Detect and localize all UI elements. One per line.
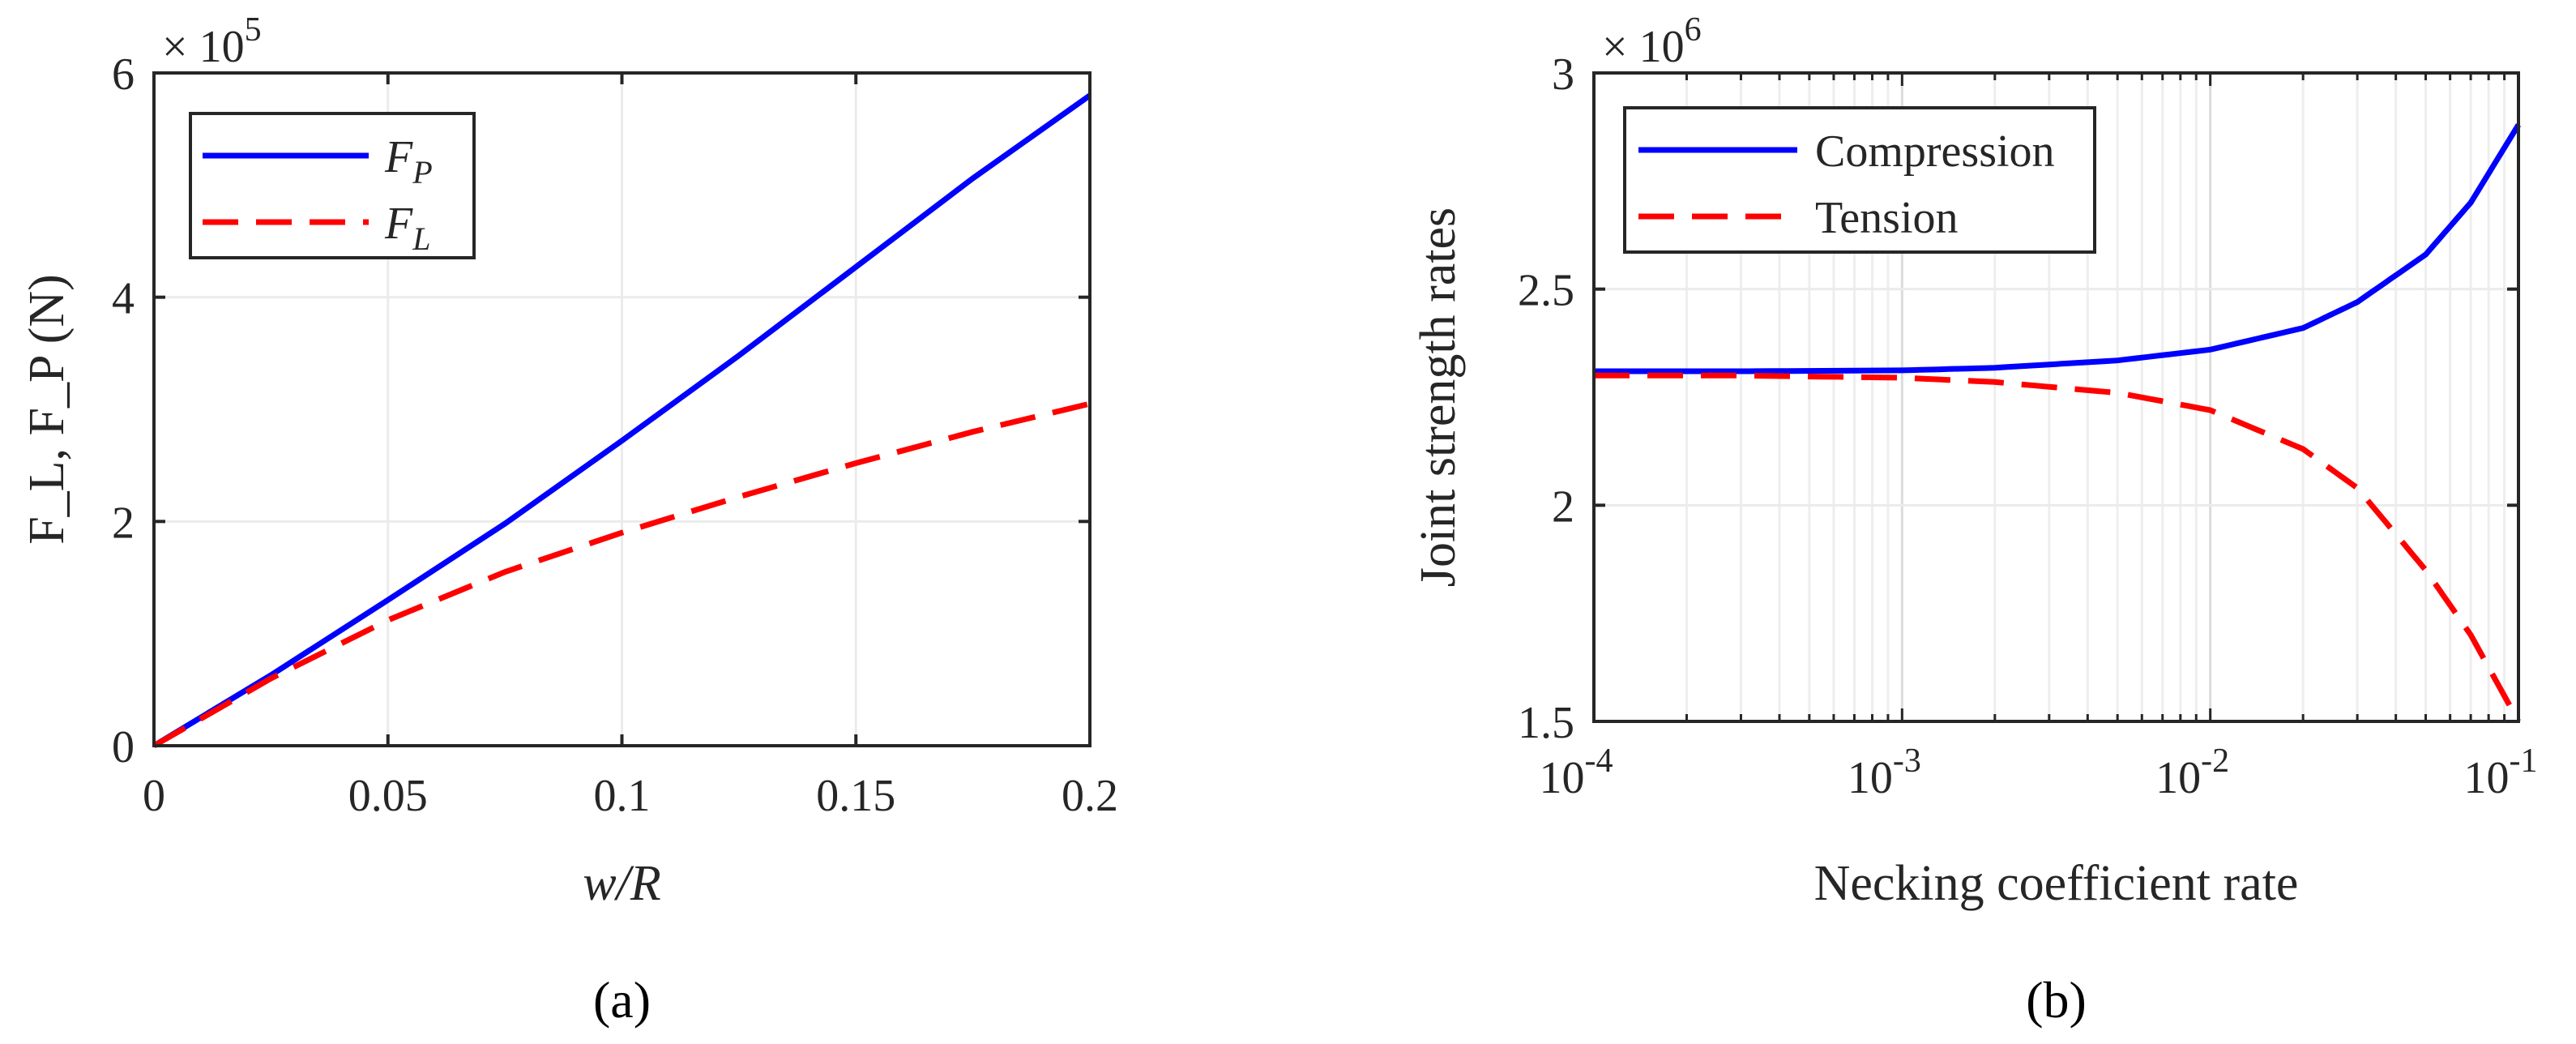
legend: Compression Tension <box>1623 106 2096 254</box>
series-line-compression <box>1594 123 2521 374</box>
x-tick-power: -4 <box>1585 742 1613 780</box>
x-tick-label: 0.05 <box>348 771 428 821</box>
x-tick-base: 10 <box>1540 753 1585 803</box>
y-exponent-power: 5 <box>245 11 262 49</box>
legend-label-main: F <box>384 132 413 182</box>
legend-label-sub: L <box>412 220 430 257</box>
y-tick-label: 4 <box>112 274 135 324</box>
x-tick-label: 0.1 <box>594 771 651 821</box>
y-tick-label: 0 <box>112 722 135 772</box>
series-line-f-l <box>152 400 1091 749</box>
x-tick-power: -2 <box>2201 742 2229 780</box>
x-tick-label: 0.2 <box>1062 771 1118 821</box>
panel-caption: (a) <box>593 971 651 1029</box>
x-tick-power: -1 <box>2510 742 2538 780</box>
legend-label: FL <box>384 199 430 257</box>
legend-box <box>189 112 476 259</box>
x-tick-label: 10-2 <box>2155 742 2229 803</box>
legend-label: FP <box>384 132 433 190</box>
y-exponent-base: × 10 <box>1602 22 1685 72</box>
x-tick-label: 10-3 <box>1848 742 1921 803</box>
legend-box <box>1623 106 2096 254</box>
x-tick-base: 10 <box>2155 753 2201 803</box>
x-tick-base: 10 <box>2464 753 2510 803</box>
x-axis-label: Necking coefficient rate <box>1814 856 2299 911</box>
y-tick-label: 6 <box>112 49 135 100</box>
series-line-tension <box>1594 372 2522 723</box>
x-tick-label: 0.15 <box>816 771 895 821</box>
y-tick-label: 1.5 <box>1518 698 1574 748</box>
axes-box <box>1592 71 2520 723</box>
legend-label: Tension <box>1815 193 1959 243</box>
legend-label-sub: P <box>412 154 432 190</box>
y-tick-label: 2 <box>1552 481 1574 532</box>
y-axis-label: Joint strength rates <box>1411 208 1466 587</box>
legend-label: Compression <box>1815 126 2055 177</box>
x-tick-power: -3 <box>1893 742 1921 780</box>
panel-a-chart: 0 0.05 0.1 0.15 0.2 0 2 4 6 × 105 w/R F_L, F_P (N) F… <box>19 11 1118 1029</box>
legend-label-main: F <box>384 199 413 249</box>
x-axis-label: w/R <box>583 856 660 911</box>
y-tick-label: 2 <box>112 498 135 548</box>
y-exponent: × 106 <box>1602 11 1702 72</box>
x-tick-label: 0 <box>143 771 165 821</box>
y-exponent: × 105 <box>162 11 262 72</box>
y-exponent-power: 6 <box>1685 11 1702 49</box>
y-exponent-base: × 10 <box>162 22 245 72</box>
y-tick-label: 2.5 <box>1518 266 1574 316</box>
y-axis-label: F_L, F_P (N) <box>19 274 75 545</box>
series-line-f-p <box>152 92 1092 748</box>
panel-caption: (b) <box>2026 971 2087 1029</box>
y-tick-label: 3 <box>1552 49 1574 100</box>
x-tick-base: 10 <box>1848 753 1893 803</box>
x-tick-label: 10-1 <box>2464 742 2538 803</box>
x-tick-label: 10-4 <box>1540 742 1613 803</box>
